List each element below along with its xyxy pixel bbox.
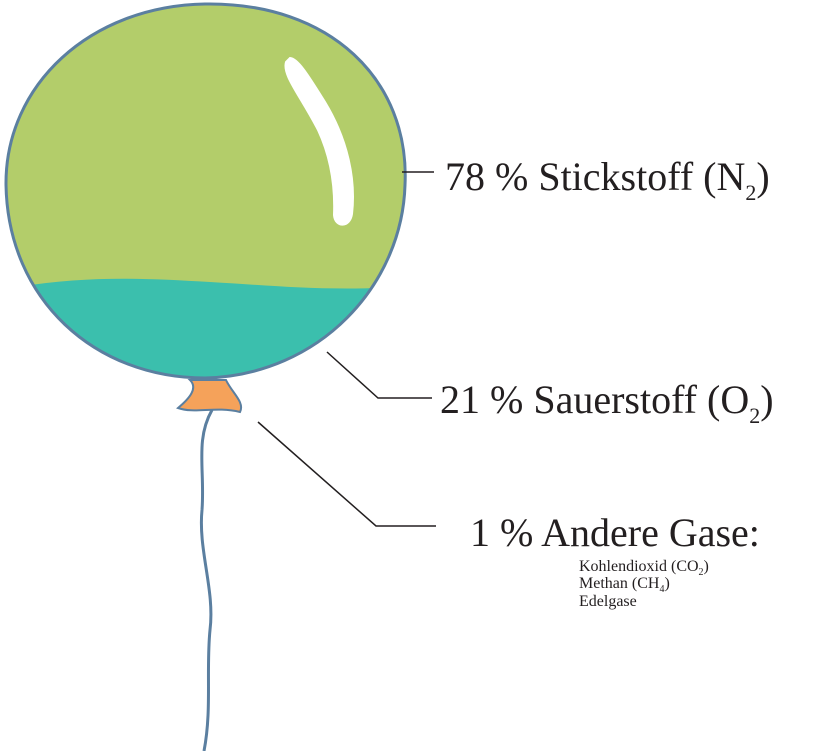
oxygen-label: 21 % Sauerstoff (O2) bbox=[440, 377, 774, 428]
knot bbox=[176, 379, 243, 414]
oxygen-layer bbox=[5, 278, 406, 378]
balloon bbox=[4, 2, 407, 751]
balloon-outline bbox=[4, 2, 407, 380]
leader-line bbox=[257, 421, 436, 527]
leader-lines bbox=[257, 171, 436, 527]
string bbox=[199, 409, 214, 751]
other-gases-label: 1 % Andere Gase: bbox=[470, 510, 760, 555]
co2-label: Kohlendioxid (CO2) bbox=[579, 558, 709, 578]
ch4-label: Methan (CH4) bbox=[579, 575, 670, 595]
highlight bbox=[284, 56, 354, 226]
nitrogen-label: 78 % Stickstoff (N2) bbox=[445, 154, 770, 205]
leader-line bbox=[326, 351, 432, 399]
noble-gases-label: Edelgase bbox=[579, 593, 637, 610]
